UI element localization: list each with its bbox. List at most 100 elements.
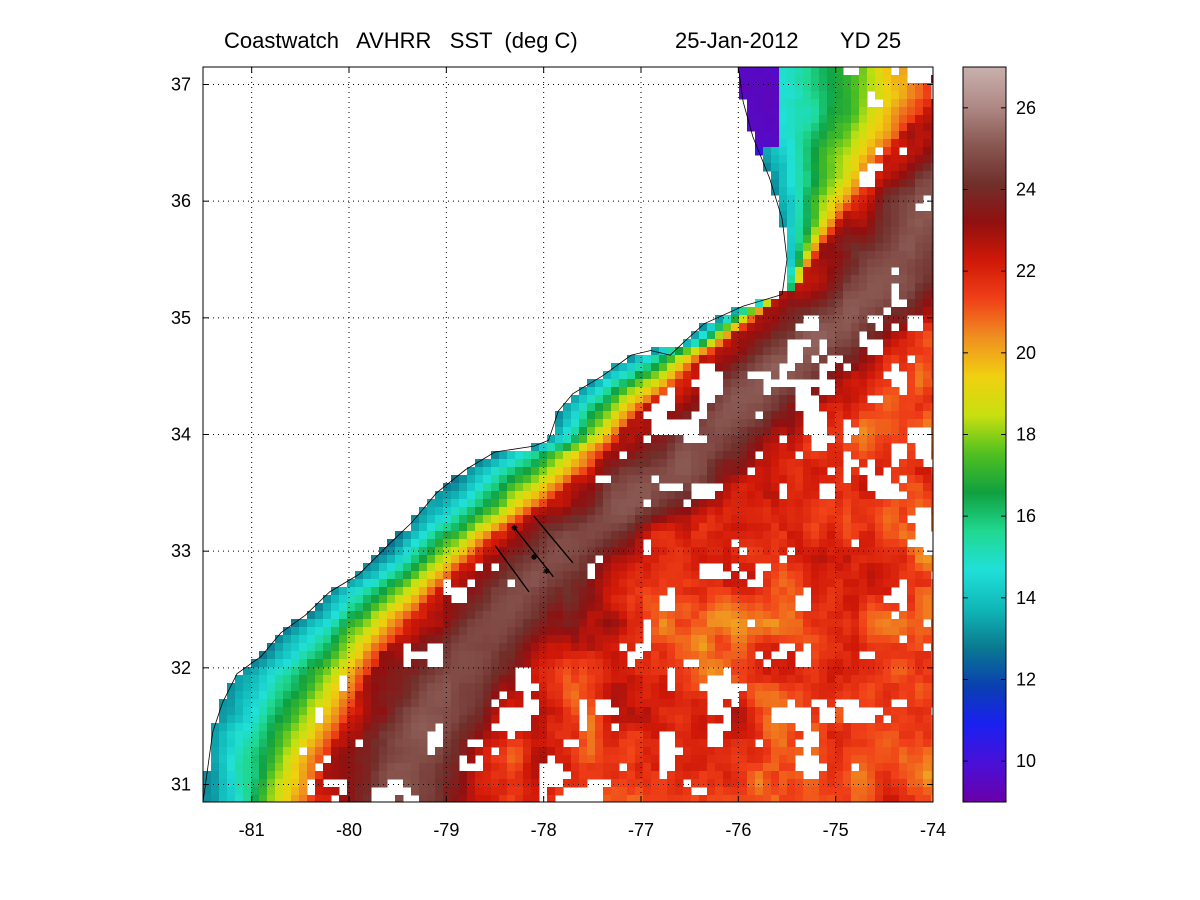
sst-cell bbox=[667, 619, 676, 628]
sst-cell bbox=[827, 259, 836, 268]
sst-cell bbox=[747, 323, 756, 332]
sst-cell bbox=[619, 707, 628, 716]
sst-cell bbox=[835, 99, 844, 108]
sst-cell bbox=[811, 339, 820, 348]
sst-cell bbox=[819, 739, 828, 748]
sst-cell bbox=[835, 195, 844, 204]
sst-cell bbox=[843, 379, 852, 388]
sst-cell bbox=[315, 651, 324, 660]
plot-area bbox=[203, 67, 933, 802]
sst-cell bbox=[859, 475, 868, 484]
sst-cell bbox=[363, 683, 372, 692]
sst-cell bbox=[539, 659, 548, 668]
sst-cell bbox=[819, 507, 828, 516]
sst-cell bbox=[627, 667, 636, 676]
sst-cell bbox=[899, 131, 908, 140]
sst-cell bbox=[883, 547, 892, 556]
sst-cell bbox=[691, 443, 700, 452]
sst-cell bbox=[675, 555, 684, 564]
sst-cell bbox=[915, 715, 924, 724]
sst-cell bbox=[459, 795, 468, 802]
sst-cell bbox=[931, 643, 933, 652]
sst-cell bbox=[499, 595, 508, 604]
sst-cell bbox=[355, 723, 364, 732]
sst-cell bbox=[387, 707, 396, 716]
sst-cell bbox=[339, 619, 348, 628]
sst-cell bbox=[835, 203, 844, 212]
sst-cell bbox=[475, 547, 484, 556]
sst-cell bbox=[451, 635, 460, 644]
sst-cell bbox=[731, 491, 740, 500]
sst-cell bbox=[483, 635, 492, 644]
sst-cell bbox=[619, 379, 628, 388]
sst-cell bbox=[459, 659, 468, 668]
sst-cell bbox=[507, 483, 516, 492]
sst-cell bbox=[811, 123, 820, 132]
sst-cell bbox=[507, 627, 516, 636]
sst-cell bbox=[819, 723, 828, 732]
sst-cell bbox=[803, 579, 812, 588]
sst-cell bbox=[219, 763, 228, 772]
sst-cell bbox=[275, 731, 284, 740]
sst-cell bbox=[763, 363, 772, 372]
sst-cell bbox=[899, 467, 908, 476]
sst-cell bbox=[491, 795, 500, 802]
sst-cell bbox=[643, 515, 652, 524]
sst-cell bbox=[643, 387, 652, 396]
sst-cell bbox=[915, 123, 924, 132]
sst-cell bbox=[851, 795, 860, 802]
sst-cell bbox=[387, 579, 396, 588]
sst-cell bbox=[547, 619, 556, 628]
sst-cell bbox=[595, 403, 604, 412]
sst-cell bbox=[635, 451, 644, 460]
sst-cell bbox=[755, 515, 764, 524]
sst-cell bbox=[883, 643, 892, 652]
sst-cell bbox=[419, 771, 428, 780]
sst-cell bbox=[795, 475, 804, 484]
sst-cell bbox=[491, 571, 500, 580]
sst-cell bbox=[635, 579, 644, 588]
sst-cell bbox=[931, 795, 933, 802]
sst-cell bbox=[907, 163, 916, 172]
sst-cell bbox=[867, 443, 876, 452]
sst-cell bbox=[851, 755, 860, 764]
sst-cell bbox=[251, 699, 260, 708]
sst-cell bbox=[771, 347, 780, 356]
sst-cell bbox=[787, 227, 796, 236]
sst-cell bbox=[571, 435, 580, 444]
sst-cell bbox=[859, 587, 868, 596]
sst-cell bbox=[923, 555, 932, 564]
sst-cell bbox=[883, 67, 892, 76]
sst-cell bbox=[763, 595, 772, 604]
sst-cell bbox=[747, 675, 756, 684]
sst-cell bbox=[811, 147, 820, 156]
sst-cell bbox=[867, 627, 876, 636]
sst-cell bbox=[715, 499, 724, 508]
sst-cell bbox=[875, 179, 884, 188]
sst-cell bbox=[899, 571, 908, 580]
sst-cell bbox=[251, 763, 260, 772]
sst-cell bbox=[555, 467, 564, 476]
sst-cell bbox=[547, 739, 556, 748]
sst-cell bbox=[747, 83, 756, 92]
sst-cell bbox=[339, 755, 348, 764]
sst-cell bbox=[275, 771, 284, 780]
sst-cell bbox=[923, 227, 932, 236]
sst-cell bbox=[931, 267, 933, 276]
sst-cell bbox=[435, 523, 444, 532]
sst-cell bbox=[739, 91, 748, 100]
sst-cell bbox=[931, 715, 933, 724]
sst-cell bbox=[531, 515, 540, 524]
sst-cell bbox=[603, 411, 612, 420]
sst-cell bbox=[923, 715, 932, 724]
sst-cell bbox=[451, 531, 460, 540]
sst-cell bbox=[715, 619, 724, 628]
sst-cell bbox=[475, 715, 484, 724]
sst-cell bbox=[619, 723, 628, 732]
sst-cell bbox=[907, 227, 916, 236]
sst-cell bbox=[883, 571, 892, 580]
sst-cell bbox=[571, 779, 580, 788]
sst-cell bbox=[883, 187, 892, 196]
sst-cell bbox=[419, 779, 428, 788]
sst-cell bbox=[467, 795, 476, 802]
